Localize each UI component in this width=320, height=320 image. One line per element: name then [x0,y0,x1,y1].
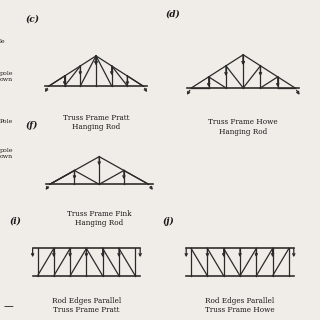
Text: Rod Edges Parallel
Truss Frame Howe: Rod Edges Parallel Truss Frame Howe [205,297,275,314]
Text: Truss Frame Pratt
Hanging Rod: Truss Frame Pratt Hanging Rod [63,114,129,131]
Text: (d): (d) [166,9,180,19]
Text: Pole: Pole [0,119,13,124]
Text: (j): (j) [163,217,174,226]
Text: Truss Frame Howe
Hanging Rod: Truss Frame Howe Hanging Rod [208,118,278,136]
Text: (c): (c) [26,15,40,24]
Text: Truss Frame Fink
Hanging Rod: Truss Frame Fink Hanging Rod [67,210,132,227]
Text: pole
own: pole own [0,148,13,159]
Text: —: — [3,301,13,311]
Text: pole
own: pole own [0,71,13,82]
Text: (f): (f) [25,121,38,130]
Text: (i): (i) [9,217,21,226]
Text: le: le [0,39,6,44]
Text: Rod Edges Parallel
Truss Frame Pratt: Rod Edges Parallel Truss Frame Pratt [52,297,121,314]
